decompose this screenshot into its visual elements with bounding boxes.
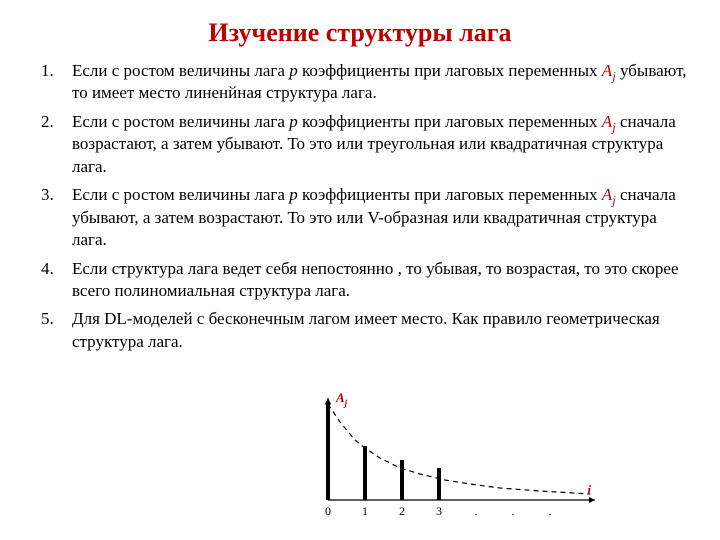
- svg-text:2: 2: [399, 504, 405, 518]
- text-fragment: Если с ростом величины лага: [72, 112, 289, 131]
- var-p: p: [289, 112, 298, 131]
- text-fragment: Если структура лага ведет себя непостоян…: [72, 259, 679, 300]
- slide-title: Изучение структуры лага: [30, 18, 690, 48]
- var-A: A: [602, 185, 612, 204]
- text-fragment: Если с ростом величины лага: [72, 61, 289, 80]
- title-text: Изучение структуры лага: [208, 18, 511, 47]
- var-A: A: [602, 112, 612, 131]
- svg-text:Aj: Aj: [335, 390, 348, 408]
- decay-chart: 0 1 2 3... Aj i: [300, 390, 600, 520]
- svg-text:i: i: [587, 482, 591, 497]
- var-p: p: [289, 61, 298, 80]
- text-fragment: коэффициенты при лаговых переменных: [298, 61, 602, 80]
- list-item: Если с ростом величины лага p коэффициен…: [58, 60, 690, 105]
- list-item: Если с ростом величины лага p коэффициен…: [58, 184, 690, 251]
- text-fragment: Для DL-моделей с бесконечным лагом имеет…: [72, 309, 660, 350]
- slide: Изучение структуры лага Если с ростом ве…: [0, 0, 720, 540]
- svg-text:.: .: [475, 504, 478, 518]
- text-fragment: коэффициенты при лаговых переменных: [298, 185, 602, 204]
- text-fragment: коэффициенты при лаговых переменных: [298, 112, 602, 131]
- var-Aj: Aj: [602, 112, 616, 131]
- svg-text:3: 3: [436, 504, 442, 518]
- var-Aj: Aj: [602, 185, 616, 204]
- svg-text:0: 0: [325, 504, 331, 518]
- var-p: p: [289, 185, 298, 204]
- svg-text:.: .: [512, 504, 515, 518]
- var-Aj: Aj: [602, 61, 616, 80]
- decay-chart-svg: 0 1 2 3... Aj i: [300, 390, 600, 520]
- list-item: Если с ростом величины лага p коэффициен…: [58, 111, 690, 178]
- svg-text:.: .: [549, 504, 552, 518]
- text-fragment: Если с ростом величины лага: [72, 185, 289, 204]
- lag-structure-list: Если с ростом величины лага p коэффициен…: [30, 60, 690, 353]
- list-item: Если структура лага ведет себя непостоян…: [58, 258, 690, 303]
- var-A: A: [602, 61, 612, 80]
- svg-text:1: 1: [362, 504, 368, 518]
- list-item: Для DL-моделей с бесконечным лагом имеет…: [58, 308, 690, 353]
